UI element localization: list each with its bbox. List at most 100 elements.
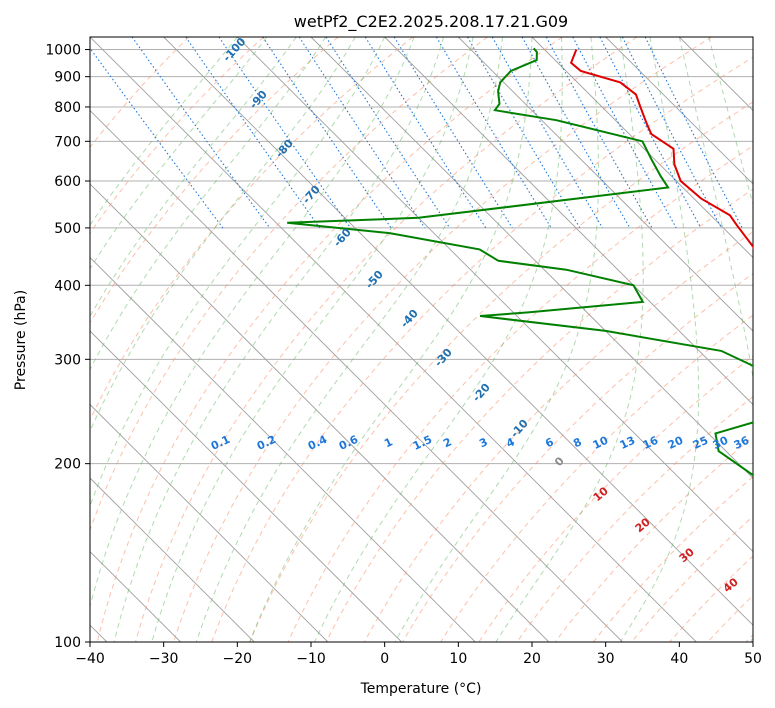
dry-adiabat-line xyxy=(134,37,638,642)
dry-adiabat-line xyxy=(90,37,339,324)
dry-adiabat-line xyxy=(516,395,753,642)
moist-adiabat-line xyxy=(90,37,238,227)
x-tick-label: 10 xyxy=(449,651,467,667)
mixing-ratio-line xyxy=(644,37,743,229)
moist-adiabat-line xyxy=(195,37,503,642)
mixing-ratio-line xyxy=(364,37,487,229)
mixing-ratio-line xyxy=(90,47,224,229)
dry-adiabat-line xyxy=(90,37,190,149)
dry-adiabat-line xyxy=(707,594,753,642)
dry-adiabat-line xyxy=(402,272,753,642)
dry-adiabat-label: 30 xyxy=(677,545,697,565)
isotherm-line xyxy=(90,477,255,642)
temperature-profile-line xyxy=(569,49,753,250)
dry-adiabat-label: 40 xyxy=(721,575,741,595)
dry-adiabat-line xyxy=(90,37,414,421)
dry-adiabat-line xyxy=(287,145,753,642)
moist-adiabat-line xyxy=(90,37,297,318)
moist-adiabat-line xyxy=(495,37,644,642)
chart-background-lines xyxy=(90,37,753,642)
moist-adiabat-label: -50 xyxy=(363,268,386,292)
y-tick-label: 1000 xyxy=(45,43,81,59)
mixing-ratio-line xyxy=(325,37,451,229)
sounding-profiles xyxy=(287,47,753,477)
moist-adiabat-line xyxy=(619,37,700,642)
y-tick-label: 900 xyxy=(54,70,81,86)
y-tick-label: 100 xyxy=(54,635,81,651)
plot-frame xyxy=(89,36,754,643)
mixing-ratio-line xyxy=(545,37,653,229)
dry-adiabat-line xyxy=(249,101,753,642)
mixing-ratio-label: 2 xyxy=(441,435,453,450)
moist-adiabat-line xyxy=(314,37,563,642)
isotherm-line xyxy=(90,330,402,642)
mixing-ratio-line xyxy=(572,37,677,229)
isotherm-line xyxy=(678,37,753,112)
isotherm-line xyxy=(310,37,753,479)
y-tick-label: 700 xyxy=(54,134,81,150)
x-tick-label: 50 xyxy=(744,651,762,667)
dry-adiabat-line xyxy=(631,515,753,642)
x-tick-label: −30 xyxy=(149,651,179,667)
isotherm-line xyxy=(752,37,753,38)
mixing-ratio-label: 16 xyxy=(641,434,661,452)
moist-adiabat-line xyxy=(113,37,445,642)
x-tick-label: 0 xyxy=(380,651,389,667)
moist-adiabat-label: -30 xyxy=(432,346,455,370)
dewpoint-profile-line xyxy=(287,47,753,477)
mixing-ratio-line xyxy=(521,37,631,229)
isotherm-line xyxy=(605,37,753,185)
isotherm-line xyxy=(236,37,753,553)
mixing-ratio-line xyxy=(262,37,392,229)
chart-title: wetPf2_C2E2.2025.208.17.21.G09 xyxy=(294,12,568,32)
mixing-ratio-line xyxy=(131,37,271,229)
moist-adiabat-line xyxy=(151,37,474,642)
dry-adiabat-label: 10 xyxy=(591,484,611,504)
x-tick-label: 20 xyxy=(523,651,541,667)
mixing-ratio-label: 1 xyxy=(382,435,394,450)
moist-adiabat-line xyxy=(90,37,356,433)
isotherm-line xyxy=(384,37,753,406)
moist-adiabat-line xyxy=(90,37,327,371)
dry-adiabat-line xyxy=(90,37,488,532)
isotherm-line xyxy=(90,256,476,642)
x-tick-label: 30 xyxy=(597,651,615,667)
mixing-ratio-label: 13 xyxy=(618,434,637,452)
moist-adiabat-line xyxy=(394,37,599,642)
x-tick-label: 40 xyxy=(670,651,688,667)
moist-adiabat-line xyxy=(249,37,533,642)
mixing-ratio-label: 6 xyxy=(543,435,556,450)
x-tick-label: −10 xyxy=(296,651,326,667)
isotherm-line xyxy=(90,403,329,642)
dry-adiabat-line xyxy=(592,476,753,642)
mixing-ratio-label: 0.1 xyxy=(209,433,232,453)
mixing-ratio-label: 3 xyxy=(477,435,489,450)
moist-adiabat-line xyxy=(90,37,415,609)
mixing-ratio-line xyxy=(393,37,513,229)
x-tick-label: −40 xyxy=(75,651,105,667)
dry-adiabat-line xyxy=(211,56,753,642)
isotherm-line xyxy=(90,37,697,642)
moist-adiabat-line xyxy=(90,37,386,508)
dry-adiabat-line xyxy=(554,436,753,642)
y-tick-label: 600 xyxy=(54,174,81,190)
mixing-ratio-line xyxy=(218,37,351,229)
dry-adiabat-line xyxy=(96,37,563,642)
x-axis-label: Temperature (°C) xyxy=(360,681,482,697)
mixing-ratio-label: 10 xyxy=(591,434,611,452)
mixing-ratio-label: 8 xyxy=(571,435,583,450)
mixing-ratio-line xyxy=(435,37,552,229)
y-tick-label: 200 xyxy=(54,457,81,473)
isotherm-line xyxy=(531,37,753,259)
y-tick-label: 500 xyxy=(54,221,81,237)
mixing-ratio-line xyxy=(298,37,426,229)
moist-adiabat-label: -40 xyxy=(398,307,421,331)
y-tick-label: 800 xyxy=(54,100,81,116)
y-axis-label: Pressure (hPa) xyxy=(13,290,29,390)
isotherm-line xyxy=(457,37,753,332)
mixing-ratio-label: 0.4 xyxy=(306,433,329,453)
dry-adiabat-line xyxy=(478,355,753,642)
moist-adiabat-line xyxy=(90,37,268,270)
